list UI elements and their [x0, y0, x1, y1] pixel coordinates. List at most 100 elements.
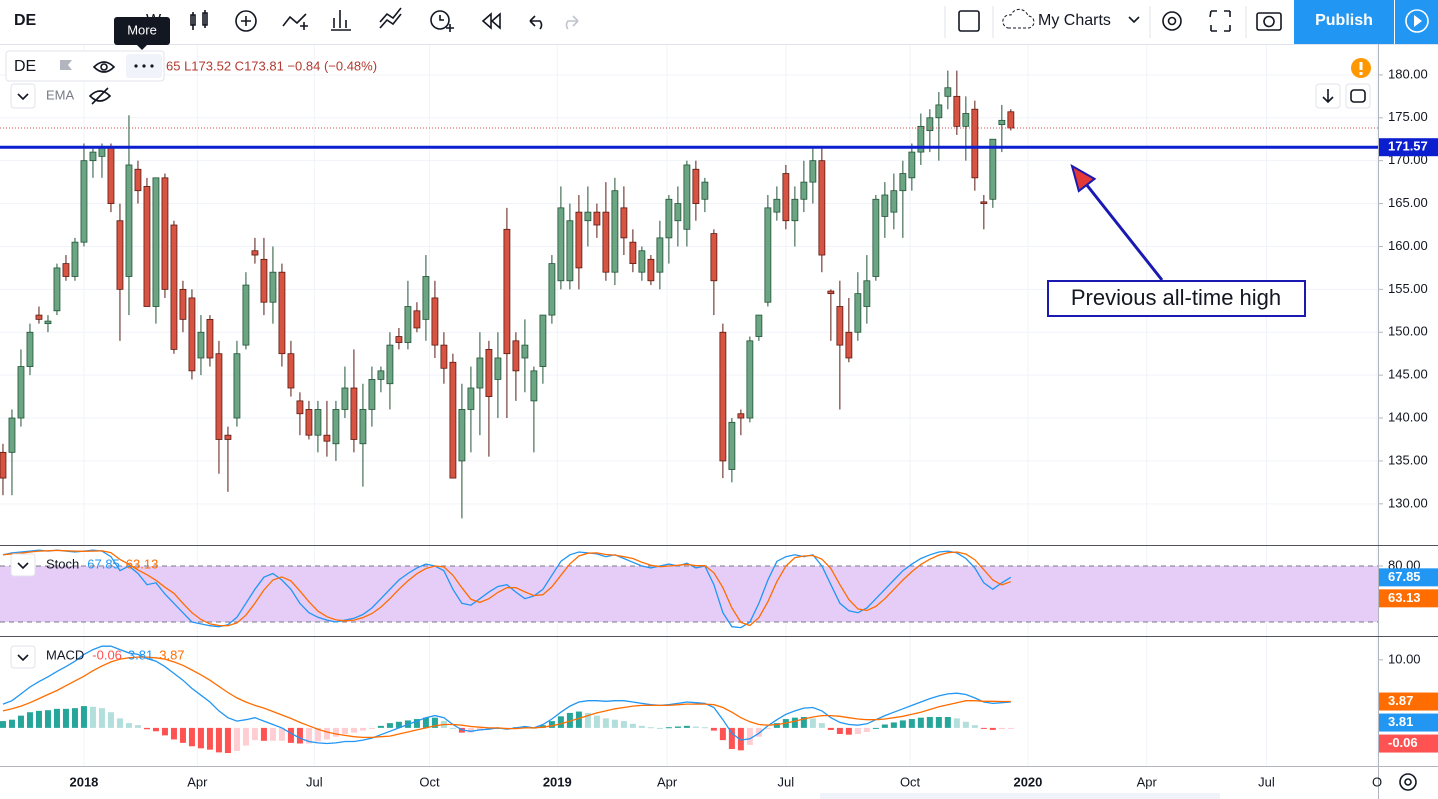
warning-mark — [1359, 62, 1363, 70]
cloud-icon[interactable] — [1002, 8, 1035, 29]
candle-body — [737, 413, 745, 419]
annotation-box[interactable] — [1047, 280, 1306, 317]
histogram-bar — [260, 727, 267, 741]
histogram-bar — [476, 727, 483, 731]
candle-body — [179, 288, 187, 320]
last-value-badge — [1379, 568, 1438, 587]
candle-body — [665, 198, 673, 239]
histogram-bar — [692, 726, 699, 728]
x-tick-label: Apr — [187, 774, 208, 789]
histogram-bar — [278, 727, 285, 741]
eye-icon[interactable] — [92, 61, 116, 73]
candle-body — [143, 186, 151, 307]
histogram-bar — [17, 715, 24, 728]
candle-body — [548, 263, 556, 316]
histogram-bar — [134, 725, 141, 728]
histogram-bar — [548, 721, 555, 728]
candle-body — [962, 113, 970, 127]
candle-body — [836, 306, 844, 346]
candle-body — [53, 267, 61, 312]
compare-icon[interactable] — [282, 13, 308, 30]
histogram-bar — [926, 716, 933, 728]
flag-icon[interactable] — [60, 60, 72, 70]
candle-body — [503, 228, 511, 355]
y-tick-label: 10.00 — [1388, 651, 1421, 666]
indicators-icon[interactable] — [235, 10, 257, 32]
last-value-badge-label: 3.81 — [1388, 714, 1413, 729]
candle-body — [998, 119, 1006, 126]
histogram-bar — [269, 727, 276, 741]
histogram-bar — [386, 723, 393, 728]
histogram-bar — [314, 727, 321, 742]
hline-badge-label: 171.57 — [1388, 139, 1428, 154]
my-charts[interactable]: My Charts — [1038, 12, 1111, 29]
dropdown-icon[interactable] — [1128, 16, 1140, 24]
redo-icon[interactable] — [565, 15, 579, 30]
candles-icon[interactable] — [190, 10, 208, 30]
candle-body — [476, 357, 484, 389]
replay-alert-icon[interactable] — [430, 10, 454, 32]
collapse-button[interactable] — [10, 645, 36, 669]
x-tick-label: Jul — [1258, 774, 1275, 789]
histogram-bar — [413, 719, 420, 728]
candle-body — [557, 207, 565, 282]
histogram-bar — [566, 712, 573, 728]
annotation-text[interactable]: Previous all-time high — [1071, 285, 1281, 310]
histogram-bar — [188, 727, 195, 747]
last-value-badge — [1379, 734, 1438, 753]
hline-badge — [1379, 138, 1438, 157]
candle-body — [332, 409, 340, 445]
legend-symbol[interactable]: DE — [14, 58, 36, 75]
histogram-bar — [422, 717, 429, 728]
histogram-bar — [26, 712, 33, 728]
undo-icon[interactable] — [529, 15, 543, 30]
publish-button[interactable] — [1294, 0, 1394, 44]
candle-body — [746, 340, 754, 419]
candle-body — [269, 271, 277, 303]
play-triangle — [1414, 15, 1422, 27]
candle-body — [89, 151, 97, 162]
candle-body — [17, 366, 25, 419]
collapse-button[interactable] — [10, 553, 36, 577]
histogram-bar — [1007, 727, 1014, 729]
histogram-bar — [818, 723, 825, 728]
candle-body — [791, 198, 799, 222]
candle-body — [359, 409, 367, 445]
settings-icon[interactable] — [1162, 11, 1182, 31]
templates-icon[interactable] — [331, 10, 351, 31]
scrollbar[interactable] — [820, 793, 1220, 799]
alert-icon[interactable] — [379, 7, 402, 29]
candle-body — [701, 181, 709, 200]
symbol[interactable]: DE — [14, 12, 37, 29]
fullscreen-icon[interactable] — [1209, 10, 1231, 32]
axis-settings-icon[interactable] — [1399, 773, 1417, 791]
histogram-bar — [395, 721, 402, 728]
snapshot-icon[interactable] — [1256, 12, 1282, 31]
candle-body — [656, 237, 664, 273]
reset-button[interactable] — [1345, 83, 1371, 109]
histogram-bar — [917, 717, 924, 728]
histogram-bar — [8, 719, 15, 728]
candle-body — [674, 203, 682, 222]
candle-body — [944, 87, 952, 97]
histogram-bar — [620, 721, 627, 728]
candle-body — [593, 211, 601, 226]
histogram-bar — [656, 727, 663, 729]
candle-body — [521, 344, 529, 359]
fullscreen-box[interactable] — [958, 10, 980, 32]
histogram-bar — [980, 727, 987, 729]
collapse-button[interactable] — [10, 83, 36, 109]
publish-label[interactable]: Publish — [1315, 12, 1373, 29]
histogram-bar — [206, 727, 213, 750]
candle-body — [683, 164, 691, 230]
histogram-bar — [431, 717, 438, 728]
candle-body — [953, 95, 961, 127]
candle-body — [647, 258, 655, 282]
hidden-icon[interactable] — [88, 87, 112, 105]
x-tick-label: Apr — [1137, 774, 1158, 789]
histogram-bar — [944, 716, 951, 728]
candle-body — [305, 409, 313, 436]
x-tick-label: 2018 — [69, 774, 98, 789]
rewind-icon[interactable] — [481, 12, 501, 30]
